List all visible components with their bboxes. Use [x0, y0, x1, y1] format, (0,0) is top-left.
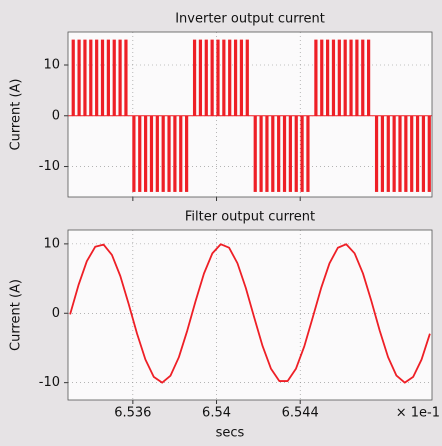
x-multiplier: × 1e-1 [396, 406, 440, 421]
pulse [314, 40, 317, 116]
x-tick-label: 6.54 [202, 406, 231, 421]
y-tick-label: 10 [43, 58, 60, 73]
pulse [205, 40, 208, 116]
pulse [228, 40, 231, 116]
y-tick-label: 0 [52, 108, 60, 123]
y-tick-label: -10 [39, 159, 60, 174]
pulse [283, 116, 286, 192]
y-axis-label: Current (A) [9, 79, 24, 151]
panel-title: Inverter output current [175, 12, 325, 27]
y-axis-label: Current (A) [9, 279, 24, 351]
pulse [234, 40, 237, 116]
pulse [124, 40, 127, 116]
pulse [349, 40, 352, 116]
pulse [179, 116, 182, 192]
pulse [83, 40, 86, 116]
pulse [132, 116, 135, 192]
pulse [410, 116, 413, 192]
plot-area [68, 230, 432, 400]
pulse [167, 116, 170, 192]
pulse [113, 40, 116, 116]
pulse [306, 116, 309, 192]
pulse [211, 40, 214, 116]
pulse [77, 40, 80, 116]
pulse [326, 40, 329, 116]
pulse [156, 116, 159, 192]
pulse [428, 116, 431, 192]
pulse [95, 40, 98, 116]
pulse [265, 116, 268, 192]
pulse [216, 40, 219, 116]
pulse [185, 116, 188, 192]
pulse [118, 40, 121, 116]
y-tick-label: -10 [39, 375, 60, 390]
pulse [393, 116, 396, 192]
pulse [173, 116, 176, 192]
pulse [289, 116, 292, 192]
pulse [332, 40, 335, 116]
x-tick-label: 6.536 [114, 406, 151, 421]
pulse [381, 116, 384, 192]
pulse [375, 116, 378, 192]
x-axis-label: secs [216, 426, 245, 441]
pulse [416, 116, 419, 192]
pulse [144, 116, 147, 192]
y-tick-label: 0 [52, 306, 60, 321]
pulse [222, 40, 225, 116]
pulse [240, 40, 243, 116]
pulse [320, 40, 323, 116]
pulse [295, 116, 298, 192]
y-tick-label: 10 [43, 236, 60, 251]
pulse [199, 40, 202, 116]
pulse [367, 40, 370, 116]
pulse [338, 40, 341, 116]
pulse [89, 40, 92, 116]
pulse [271, 116, 274, 192]
pulse [344, 40, 347, 116]
pulse [193, 40, 196, 116]
pulse [361, 40, 364, 116]
pulse [246, 40, 249, 116]
panel-title: Filter output current [185, 210, 315, 225]
pulse [254, 116, 257, 192]
pulse [101, 40, 104, 116]
pulse [277, 116, 280, 192]
pulse [355, 40, 358, 116]
pulse [150, 116, 153, 192]
pulse [398, 116, 401, 192]
pulse [300, 116, 303, 192]
pulse [72, 40, 75, 116]
pulse [404, 116, 407, 192]
chart: Inverter output current Current (A) -10 0 10… [0, 0, 442, 446]
pulse [138, 116, 141, 192]
pulse [107, 40, 110, 116]
pulse [162, 116, 165, 192]
page: {"chart_data": [ {"type": "stem", "title… [0, 0, 442, 446]
pulse [387, 116, 390, 192]
pulse [422, 116, 425, 192]
pulse [259, 116, 262, 192]
x-tick-label: 6.544 [282, 406, 319, 421]
